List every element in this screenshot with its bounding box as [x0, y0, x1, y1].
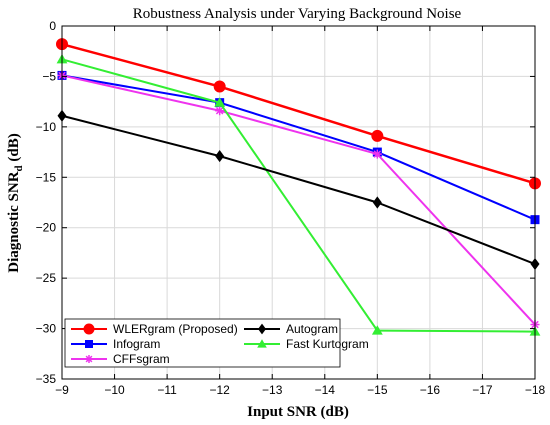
x-tick-label: −15	[367, 383, 388, 397]
legend-marker-autogram	[258, 323, 266, 335]
x-tick-label: −13	[262, 383, 283, 397]
x-tick-label: −12	[209, 383, 230, 397]
fast-line	[61, 58, 536, 333]
legend-label-autogram: Autogram	[286, 322, 338, 336]
y-axis-label-unit: (dB)	[6, 133, 22, 165]
fast-point	[214, 97, 226, 107]
x-axis-label: Input SNR (dB)	[247, 404, 349, 420]
x-tick-label: −18	[525, 383, 546, 397]
chart-title: Robustness Analysis under Varying Backgr…	[133, 6, 462, 22]
y-axis-label-subscript: d	[13, 165, 25, 171]
legend-marker-infogram	[85, 340, 93, 348]
legend: WLERgram (Proposed) Autogram Infogram Fast …	[64, 318, 369, 368]
series-layer	[56, 38, 541, 336]
wlergram-point	[213, 80, 226, 93]
autogram-point	[215, 150, 225, 163]
x-tick-label: −17	[472, 383, 493, 397]
legend-label-cffsgram: CFFsgram	[113, 352, 170, 366]
wlergram-line	[61, 42, 536, 185]
y-tick-label: −5	[42, 69, 56, 83]
fast-point	[371, 325, 383, 335]
y-axis-label: Diagnostic SNRd (dB)	[6, 133, 25, 272]
legend-label-fast: Fast Kurtogram	[286, 337, 369, 351]
legend-marker-fast	[257, 339, 267, 348]
legend-marker-cffsgram	[85, 355, 93, 363]
infogram-line	[61, 74, 536, 221]
y-tick-label: −25	[36, 271, 57, 285]
y-tick-label: −10	[36, 120, 57, 134]
x-tick-label: −10	[104, 383, 125, 397]
legend-label-infogram: Infogram	[113, 337, 160, 351]
autogram-point	[372, 196, 382, 209]
legend-marker-wlergram	[83, 323, 95, 335]
x-tick-label: −16	[420, 383, 441, 397]
autogram-line	[61, 114, 536, 265]
cffsgram-point	[372, 149, 382, 159]
legend-label-wlergram: WLERgram (Proposed)	[113, 322, 238, 336]
y-tick-label: −20	[36, 221, 57, 235]
x-tick-label: −11	[157, 383, 177, 397]
ticks: −9 −10 −11 −12 −13 −14 −15 −16 −17 −18 0 −5 −10 −15 −2…	[36, 19, 546, 397]
y-axis-label-main: Diagnostic SNR	[6, 171, 22, 272]
y-tick-label: −30	[36, 322, 57, 336]
plot-frame	[61, 25, 536, 380]
legend-box	[64, 318, 341, 368]
y-tick-label: 0	[49, 19, 56, 33]
cffsgram-line	[61, 74, 536, 326]
wlergram-point	[371, 129, 384, 142]
x-tick-label: −9	[55, 383, 69, 397]
y-tick-label: −35	[36, 372, 57, 386]
y-tick-label: −15	[36, 170, 57, 184]
x-tick-label: −14	[315, 383, 336, 397]
cffsgram-point	[215, 106, 225, 116]
